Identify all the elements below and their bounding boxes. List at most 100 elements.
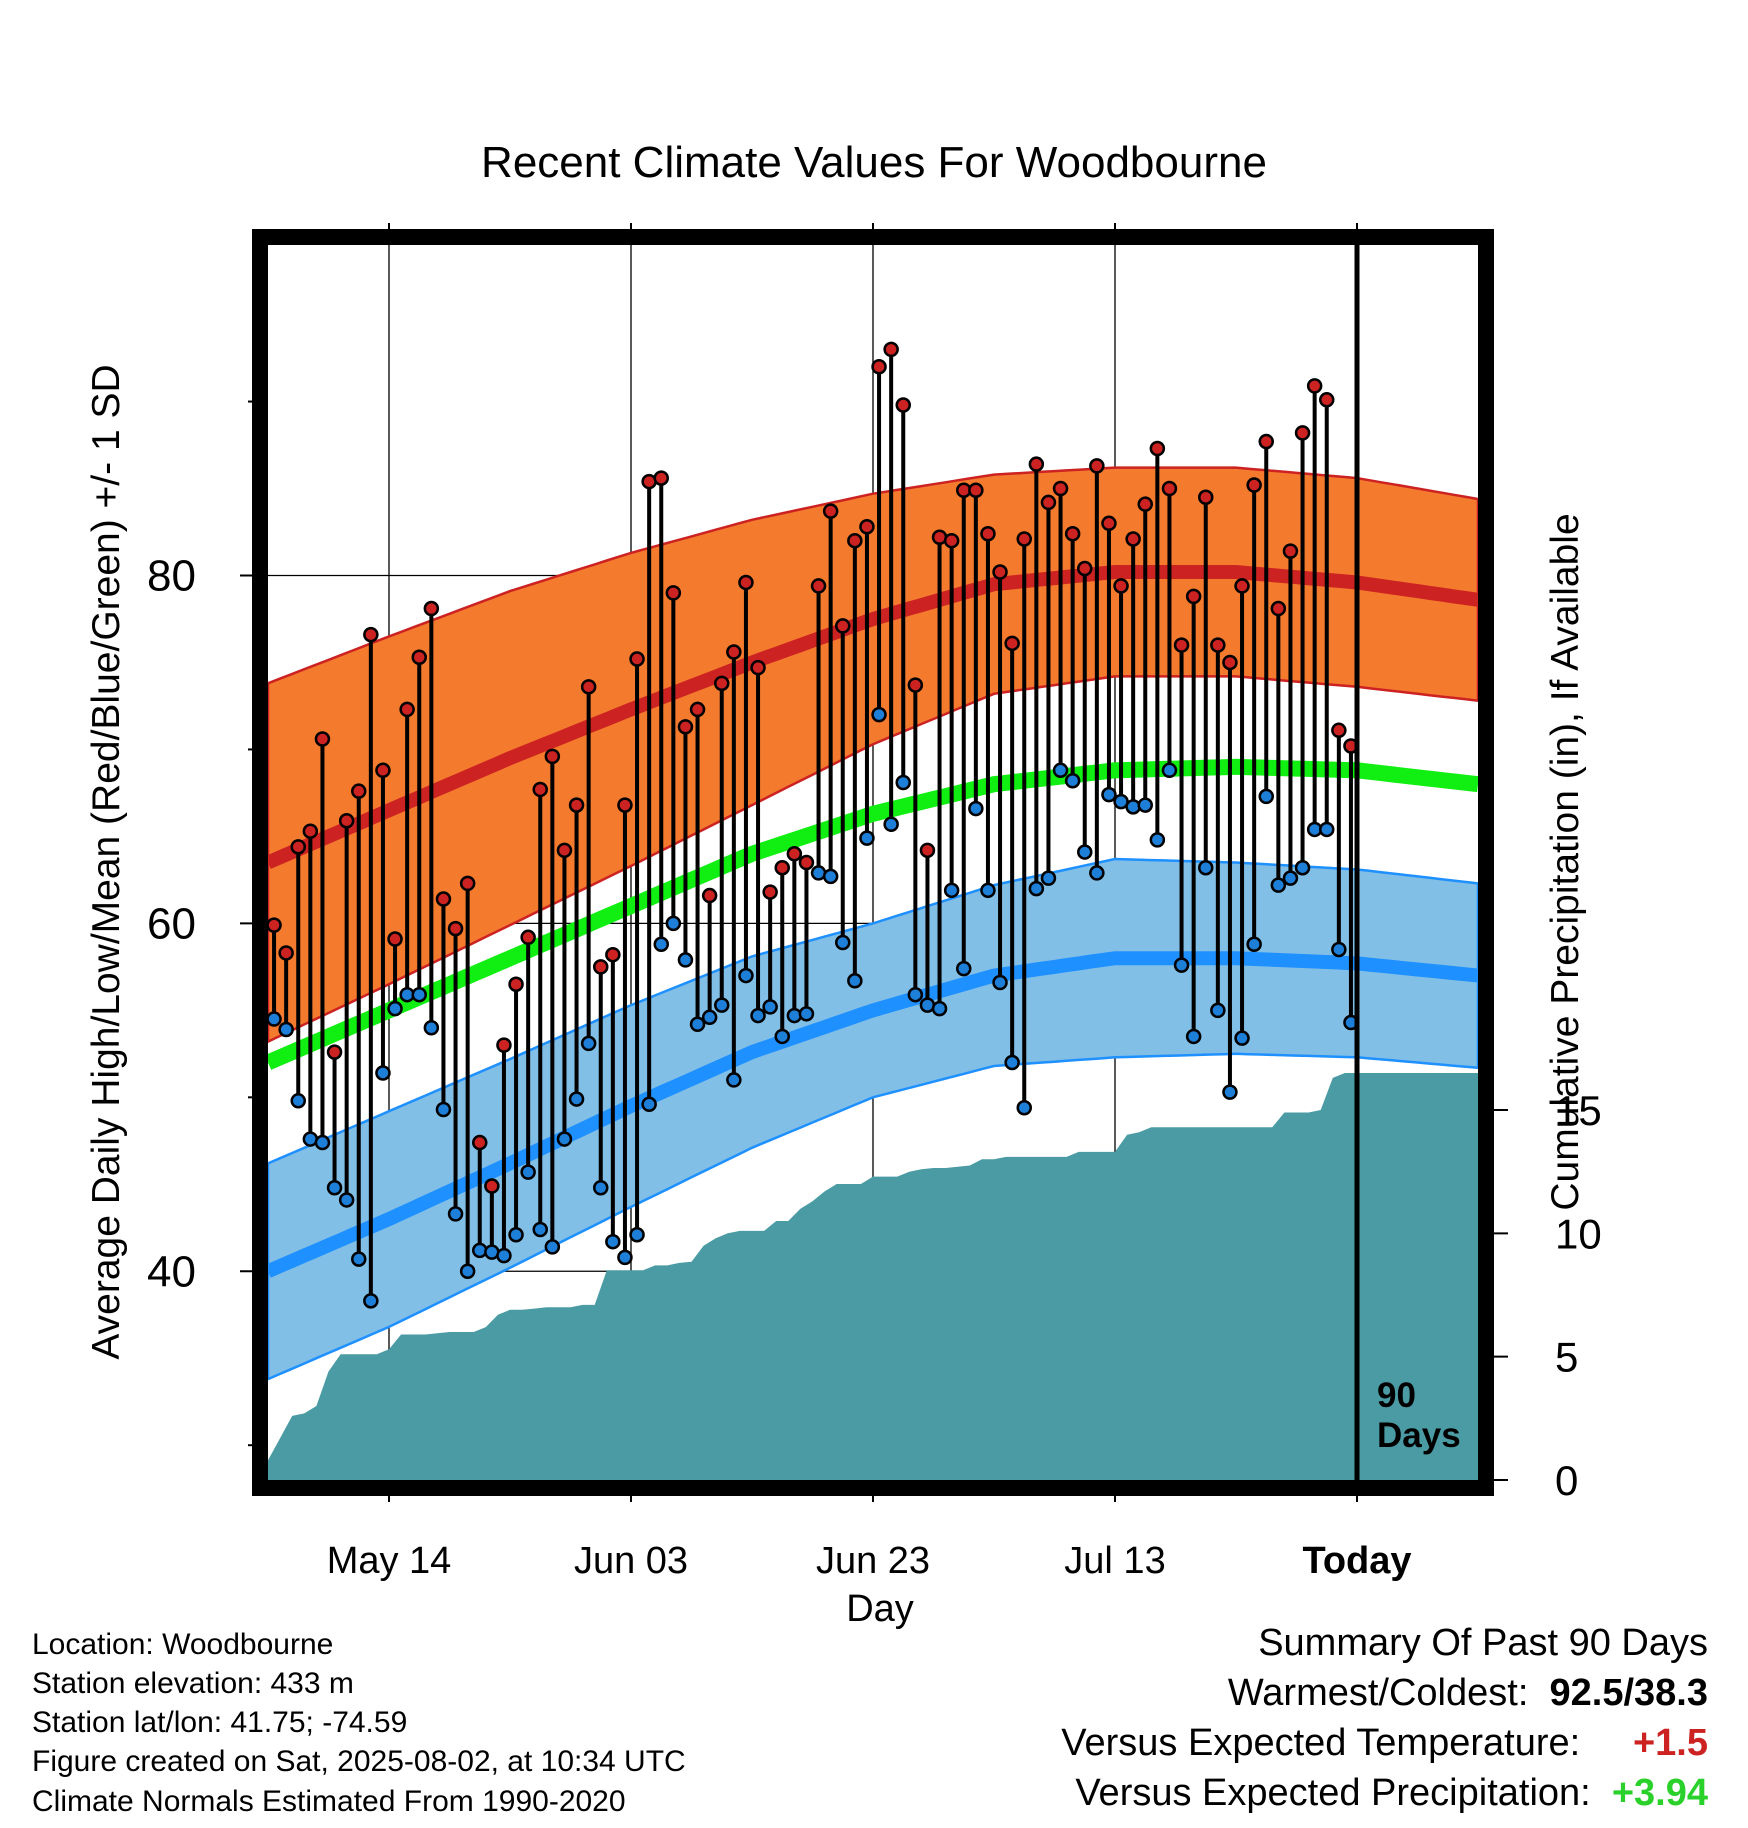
daily-low-point — [351, 1251, 367, 1267]
daily-high-point — [605, 946, 621, 963]
daily-high-point — [750, 659, 766, 676]
daily-high-point — [556, 842, 573, 859]
daily-low-point — [762, 999, 778, 1015]
daily-high-point — [847, 532, 863, 549]
daily-low-point — [508, 1226, 524, 1243]
daily-high-point — [992, 564, 1008, 580]
secondary-y-axis-label: Cumulative Precipitation (in), If Availa… — [1544, 513, 1587, 1211]
daily-low-point — [278, 1021, 294, 1038]
y-tick-label: 60 — [147, 899, 196, 948]
daily-high-point — [484, 1178, 500, 1194]
daily-low-point — [1064, 772, 1081, 789]
daily-low-point — [1040, 870, 1057, 886]
daily-high-point — [1319, 392, 1335, 408]
temperature-value: +1.5 — [1632, 1722, 1708, 1764]
daily-high-point — [375, 762, 391, 779]
daily-low-point — [750, 1007, 766, 1024]
daily-high-point — [508, 976, 524, 993]
daily-high-point — [326, 1044, 343, 1060]
daily-low-point — [738, 967, 754, 984]
normals-text: Climate Normals Estimated From 1990-2020 — [32, 1785, 626, 1818]
daily-low-point — [1016, 1100, 1032, 1116]
daily-low-point — [520, 1164, 536, 1180]
daily-temperature-points — [266, 341, 1359, 1309]
daily-high-point — [1125, 531, 1141, 547]
daily-low-point — [314, 1134, 331, 1151]
daily-high-point — [1137, 496, 1153, 512]
x-tick-label: Today — [1302, 1540, 1411, 1582]
daily-high-point — [1089, 458, 1105, 474]
created-text: Figure created on Sat, 2025-08-02, at 10… — [32, 1745, 686, 1778]
daily-low-point — [883, 816, 899, 832]
daily-high-point — [568, 797, 585, 813]
daily-high-point — [387, 931, 403, 947]
normal-bands — [264, 466, 1480, 1381]
daily-low-point — [665, 915, 682, 932]
daily-high-point — [1077, 560, 1093, 577]
daily-high-point — [1294, 425, 1311, 441]
daily-high-point — [738, 574, 754, 591]
chart-title: Recent Climate Values For Woodbourne — [481, 138, 1267, 187]
y-tick-label: 80 — [147, 551, 196, 600]
daily-high-point — [338, 813, 355, 829]
y2-tick-label: 5 — [1555, 1334, 1578, 1381]
warmest-coldest-value: 92.5/38.3 — [1549, 1672, 1708, 1714]
daily-high-point — [1306, 378, 1323, 394]
daily-high-point — [835, 618, 851, 634]
daily-low-point — [1161, 762, 1178, 779]
daily-range-stems — [272, 349, 1353, 1301]
y2-tick-label: 10 — [1555, 1210, 1602, 1257]
daily-high-point — [1282, 543, 1299, 559]
daily-low-point — [822, 868, 839, 885]
daily-low-point — [617, 1249, 633, 1266]
daily-low-point — [338, 1192, 355, 1208]
daily-low-point — [1331, 941, 1347, 958]
location-text: Location: Woodbourne — [32, 1628, 334, 1661]
x-tick-label: Jun 23 — [816, 1540, 930, 1582]
daily-high-point — [726, 644, 742, 660]
daily-low-point — [447, 1206, 464, 1222]
latlon-text: Station lat/lon: 41.75; -74.59 — [32, 1706, 408, 1739]
daily-high-point — [1064, 525, 1081, 542]
daily-low-point — [580, 1035, 597, 1052]
daily-high-point — [278, 945, 294, 961]
daily-low-point — [556, 1131, 573, 1147]
daily-low-point — [411, 986, 427, 1003]
daily-low-point — [1282, 870, 1299, 886]
daily-low-point — [1149, 832, 1166, 848]
daily-low-point — [1258, 788, 1274, 805]
daily-high-point — [786, 846, 803, 862]
daily-high-point — [653, 470, 669, 486]
daily-high-point — [1246, 477, 1262, 493]
daily-low-point — [1101, 786, 1117, 803]
daily-high-point — [593, 959, 609, 975]
daily-low-point — [859, 830, 875, 846]
daily-high-point — [629, 651, 645, 667]
daily-high-point — [435, 891, 452, 907]
summary-heading: Summary Of Past 90 Days — [1258, 1622, 1708, 1664]
cumulative-precipitation-area — [268, 1073, 1478, 1480]
daily-low-point — [1294, 859, 1311, 876]
daily-low-point — [968, 800, 984, 817]
daily-high-point — [968, 482, 984, 499]
daily-low-point — [568, 1091, 585, 1107]
daily-low-point — [1028, 880, 1045, 897]
daily-low-point — [992, 974, 1008, 991]
daily-low-point — [593, 1180, 609, 1196]
daily-high-point — [665, 585, 682, 601]
daily-high-point — [701, 887, 718, 904]
daily-high-point — [1210, 637, 1226, 653]
daily-high-point — [1270, 600, 1287, 617]
daily-high-point — [774, 859, 790, 876]
daily-high-point — [907, 677, 924, 693]
daily-low-point — [326, 1180, 343, 1196]
daily-low-point — [653, 936, 669, 953]
daily-low-point — [423, 1019, 440, 1036]
daily-low-point — [1004, 1054, 1020, 1071]
daily-low-point — [387, 1000, 403, 1017]
warmest-coldest-row: Warmest/Coldest: 92.5/38.3 — [1228, 1672, 1708, 1715]
x-tick-label: May 14 — [327, 1540, 452, 1582]
daily-low-point — [459, 1263, 476, 1280]
daily-high-point — [399, 701, 415, 718]
